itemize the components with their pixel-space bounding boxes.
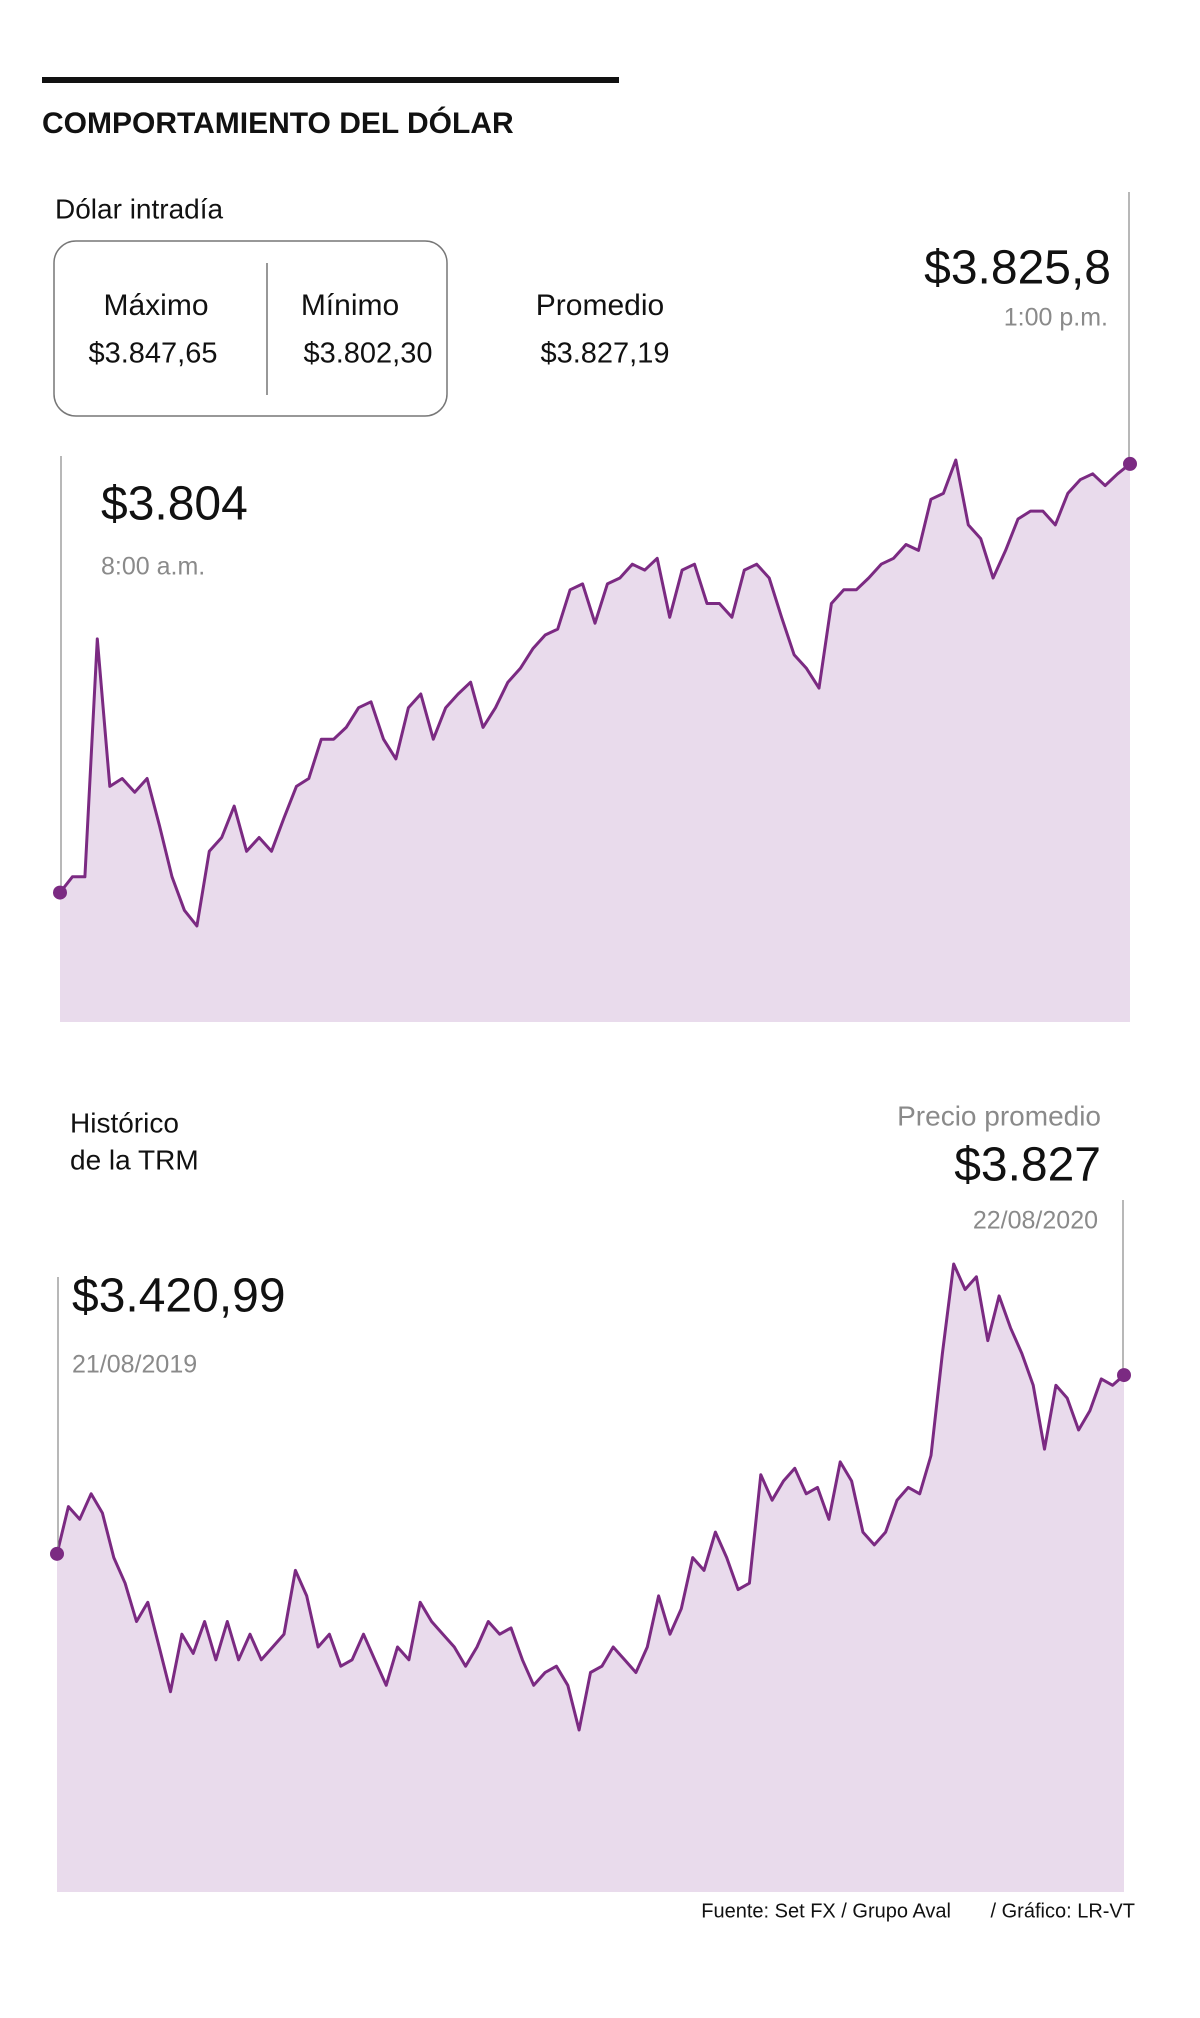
end-caption: Precio promedio [897, 1100, 1101, 1131]
chart-title: Dólar intradía [55, 193, 224, 224]
stat-value: $3.802,30 [303, 338, 432, 370]
start-note: 8:00 a.m. [101, 553, 205, 581]
price-line [55, 1262, 1126, 1732]
area-fill [57, 1264, 1124, 1892]
start-note: 21/08/2019 [72, 1351, 197, 1379]
page-title: COMPORTAMIENTO DEL DÓLAR [42, 106, 514, 140]
start-value: $3.804 [101, 478, 248, 531]
end-value: $3.825,8 [924, 242, 1111, 295]
start-point [53, 885, 67, 900]
chart-title: Histórico [70, 1107, 179, 1138]
end-note: 1:00 p.m. [1004, 304, 1108, 332]
stat-label: Mínimo [301, 289, 399, 322]
stat-label: Promedio [536, 289, 664, 322]
stats-box [53, 240, 448, 417]
stat-value: $3.827,19 [540, 338, 669, 370]
chart-subtitle: de la TRM [70, 1144, 199, 1175]
end-note: 22/08/2020 [973, 1207, 1098, 1235]
price-line [58, 458, 1131, 928]
top-rule [42, 77, 619, 83]
start-point [50, 1546, 64, 1561]
end-value: $3.827 [954, 1139, 1101, 1192]
source: Fuente: Set FX / Grupo Aval [701, 1900, 951, 1922]
start-value: $3.420,99 [72, 1270, 286, 1323]
end-point [1117, 1368, 1131, 1383]
area-fill [60, 460, 1130, 1022]
credit: / Gráfico: LR-VT [991, 1900, 1135, 1922]
stat-label: Máximo [103, 289, 208, 322]
stat-value: $3.847,65 [88, 338, 217, 370]
end-point [1123, 456, 1137, 471]
